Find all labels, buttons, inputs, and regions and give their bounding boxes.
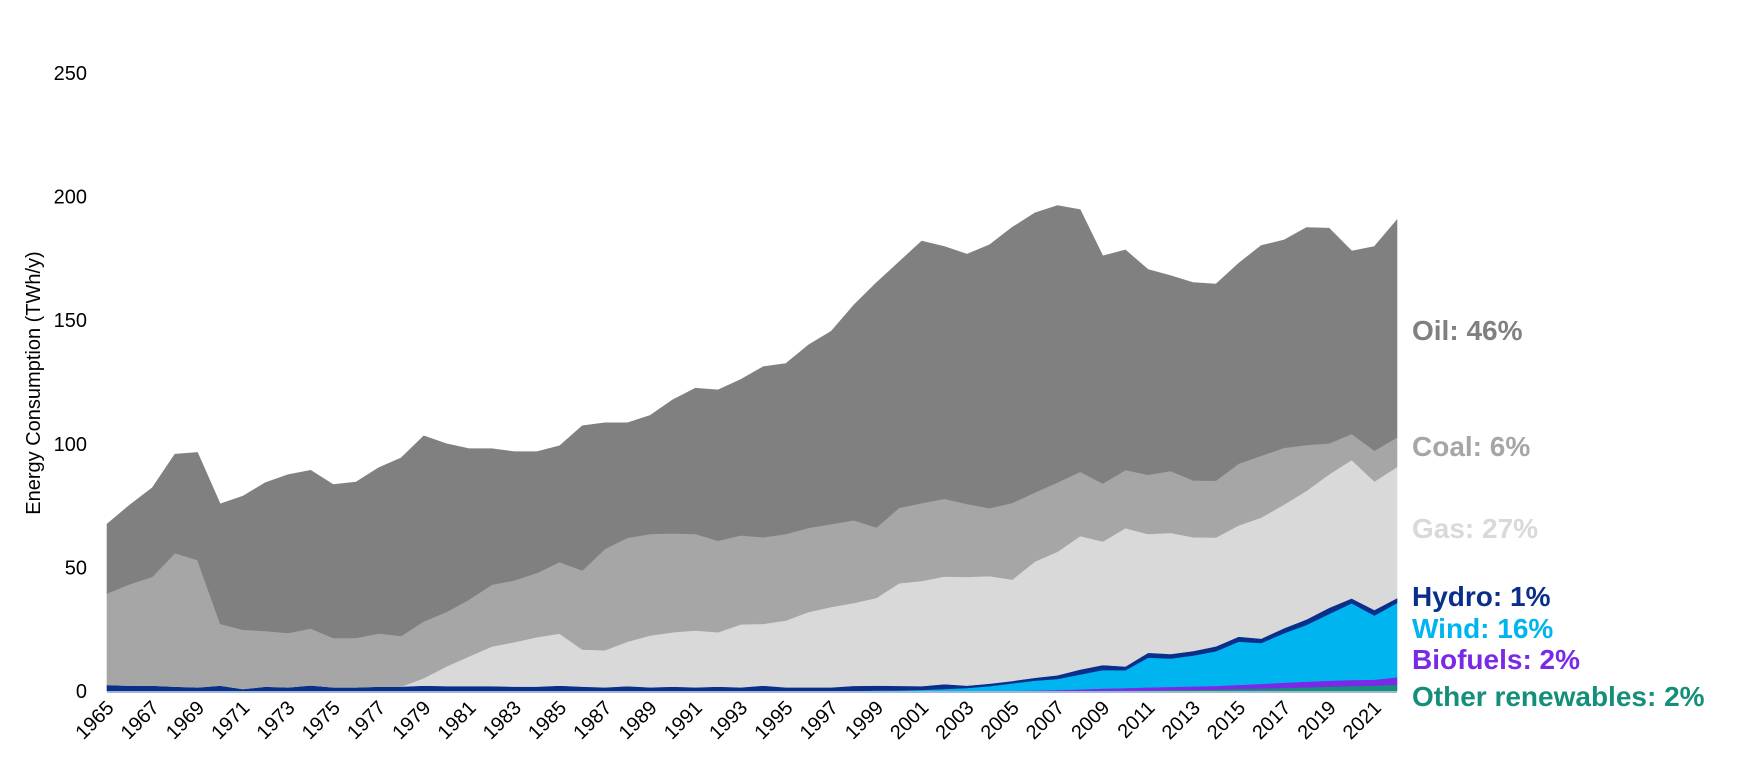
y-tick-label: 200	[54, 187, 87, 209]
x-tick-label: 1977	[343, 697, 390, 744]
y-tick-label: 100	[54, 434, 87, 456]
legend-label-biofuels: Biofuels: 2%	[1412, 644, 1580, 675]
y-tick-label: 150	[54, 310, 87, 332]
legend-label-hydro: Hydro: 1%	[1412, 581, 1551, 612]
legend-label-wind: Wind: 16%	[1412, 613, 1553, 644]
legend: Other renewables: 2% Biofuels: 2%Wind: 16…	[1412, 315, 1705, 712]
x-axis-ticks: 1965196719691971197319751977197919811983…	[72, 697, 1386, 744]
x-tick-label: 1965	[72, 697, 119, 744]
x-tick-label: 2015	[1203, 697, 1250, 744]
y-axis-ticks: 0 50 100 150 200 250	[54, 63, 87, 703]
x-tick-label: 1971	[207, 697, 254, 744]
x-tick-label: 2009	[1067, 697, 1114, 744]
x-tick-label: 1969	[162, 697, 209, 744]
x-tick-label: 1981	[434, 697, 481, 744]
x-tick-label: 1997	[796, 697, 843, 744]
y-tick-label: 50	[65, 557, 87, 579]
x-tick-label: 2011	[1114, 697, 1160, 743]
y-tick-label: 250	[54, 63, 87, 85]
x-tick-label: 1973	[253, 697, 300, 744]
area-series-group	[106, 205, 1398, 692]
x-tick-label: 1989	[615, 697, 662, 744]
x-tick-label: 2005	[977, 697, 1024, 744]
x-tick-label: 2001	[886, 697, 933, 744]
y-tick-label: 0	[76, 681, 87, 703]
x-tick-label: 1999	[841, 697, 888, 744]
x-tick-label: 2019	[1294, 697, 1341, 744]
area-oil	[106, 205, 1398, 639]
x-tick-label: 2021	[1339, 697, 1386, 744]
x-tick-label: 2007	[1022, 697, 1069, 744]
legend-label-other-renewables: Other renewables: 2%	[1412, 681, 1705, 712]
x-tick-label: 1967	[117, 697, 164, 744]
x-tick-label: 1975	[298, 697, 345, 744]
x-tick-label: 1995	[750, 697, 797, 744]
x-tick-label: 1987	[569, 697, 616, 744]
legend-label-coal: Coal: 6%	[1412, 431, 1530, 462]
x-tick-label: 2013	[1158, 697, 1205, 744]
x-tick-label: 1979	[388, 697, 435, 744]
legend-label-gas: Gas: 27%	[1412, 513, 1538, 544]
x-tick-label: 2017	[1248, 697, 1295, 744]
legend-label-oil: Oil: 46%	[1412, 315, 1523, 346]
x-tick-label: 1993	[705, 697, 752, 744]
x-tick-label: 1985	[524, 697, 571, 744]
y-axis-label: Energy Consumption (TWh/y)	[23, 251, 45, 514]
x-tick-label: 2003	[932, 697, 979, 744]
x-tick-label: 1991	[660, 697, 707, 744]
x-tick-label: 1983	[479, 697, 526, 744]
